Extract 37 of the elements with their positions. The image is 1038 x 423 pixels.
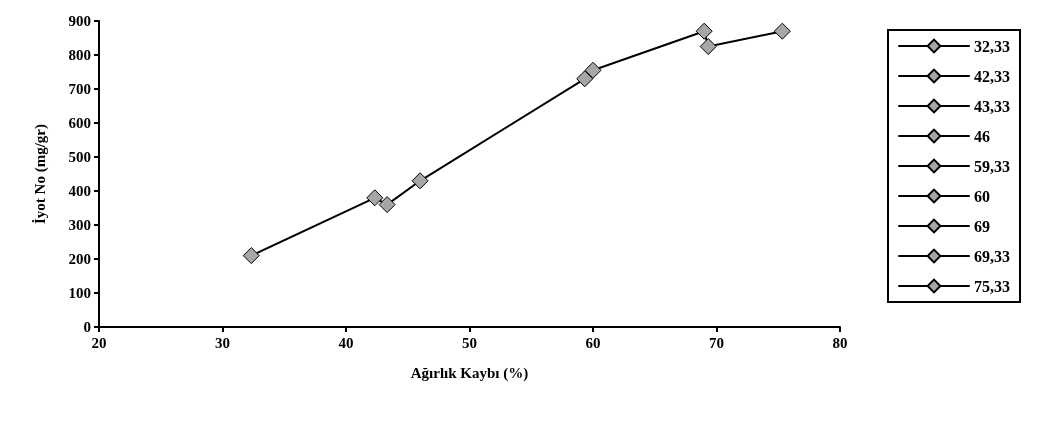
x-axis-title: Ağırlık Kaybı (%) (410, 364, 529, 382)
legend-label: 42,33 (974, 67, 1010, 85)
y-tick-label: 400 (68, 183, 91, 199)
legend-label: 75,33 (974, 277, 1010, 295)
y-tick-label: 300 (68, 217, 91, 233)
y-tick-label: 100 (68, 285, 91, 301)
y-tick-label: 700 (68, 81, 91, 97)
point (699, 38, 717, 55)
point (773, 22, 791, 40)
legend-label: 60 (974, 187, 990, 205)
point (411, 172, 429, 190)
point (584, 61, 602, 79)
legend-label: 69 (974, 217, 990, 235)
x-tick-label: 60 (585, 334, 601, 351)
y-axis-title: İyot No (mg/gr) (31, 124, 49, 224)
point (695, 22, 713, 40)
y-tick-label: 500 (68, 149, 91, 165)
y-tick-label: 0 (83, 319, 91, 335)
y-tick-label: 800 (68, 47, 91, 63)
x-tick-label: 70 (709, 334, 724, 351)
x-tick-label: 80 (832, 334, 848, 351)
legend-label: 69,33 (974, 247, 1010, 265)
point (576, 70, 594, 88)
y-tick-label: 600 (68, 115, 91, 131)
legend-label: 59,33 (974, 157, 1010, 175)
point (378, 196, 396, 214)
y-tick-label: 900 (68, 13, 91, 29)
legend-label: 46 (974, 127, 990, 145)
x-tick-label: 30 (215, 334, 230, 351)
x-tick-label: 20 (91, 334, 107, 351)
point (242, 247, 260, 265)
x-tick-label: 40 (338, 334, 354, 351)
legend-label: 43,33 (974, 97, 1010, 115)
legend-label: 32,33 (974, 37, 1010, 55)
point (366, 189, 384, 207)
y-tick-label: 200 (68, 251, 91, 267)
x-tick-label: 50 (462, 334, 477, 351)
